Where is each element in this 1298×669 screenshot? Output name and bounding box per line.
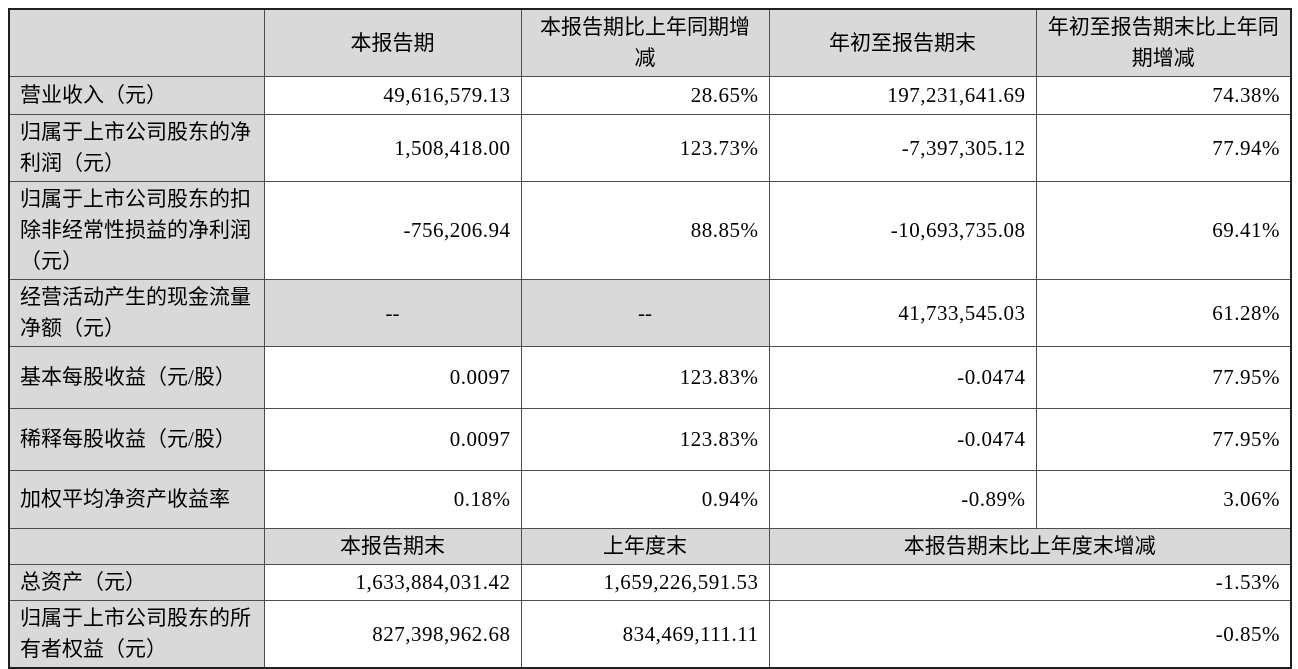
- cell-value: 827,398,962.68: [263, 600, 522, 669]
- cell-value: 77.94%: [1035, 114, 1292, 182]
- row-label: 营业收入（元）: [8, 76, 265, 115]
- row-label: 归属于上市公司股东的净利润（元）: [8, 114, 265, 182]
- table-row-weighted-avg-roe: 加权平均净资产收益率 0.18% 0.94% -0.89% 3.06%: [8, 470, 1292, 529]
- cell-value: 28.65%: [520, 76, 770, 115]
- cell-value: -7,397,305.12: [768, 114, 1037, 182]
- table-row-net-profit: 归属于上市公司股东的净利润（元） 1,508,418.00 123.73% -7…: [8, 114, 1292, 182]
- cell-value: 74.38%: [1035, 76, 1292, 115]
- cell-value: 77.95%: [1035, 408, 1292, 471]
- cell-value: -0.0474: [768, 346, 1037, 409]
- row-label: 稀释每股收益（元/股）: [8, 408, 265, 471]
- cell-value: 0.0097: [263, 346, 522, 409]
- header-ytd-yoy: 年初至报告期末比上年同期增减: [1035, 8, 1292, 77]
- cell-value: 123.73%: [520, 114, 770, 182]
- header-current-period-yoy: 本报告期比上年同期增减: [520, 8, 770, 77]
- cell-value: 0.18%: [263, 470, 522, 529]
- table-row-operating-revenue: 营业收入（元） 49,616,579.13 28.65% 197,231,641…: [8, 76, 1292, 115]
- cell-value: 197,231,641.69: [768, 76, 1037, 115]
- cell-value: -0.0474: [768, 408, 1037, 471]
- row-label: 归属于上市公司股东的扣除非经常性损益的净利润（元）: [8, 181, 265, 280]
- cell-value: 41,733,545.03: [768, 279, 1037, 347]
- cell-value: 0.0097: [263, 408, 522, 471]
- subheader-prior-year-end: 上年度末: [520, 528, 770, 565]
- cell-value: 1,508,418.00: [263, 114, 522, 182]
- table-header-row: 本报告期 本报告期比上年同期增减 年初至报告期末 年初至报告期末比上年同期增减: [8, 8, 1292, 77]
- table-row-net-profit-excl-nonrecurring: 归属于上市公司股东的扣除非经常性损益的净利润（元） -756,206.94 88…: [8, 181, 1292, 280]
- subheader-period-end: 本报告期末: [263, 528, 522, 565]
- row-label: 基本每股收益（元/股）: [8, 346, 265, 409]
- financial-summary-table: 本报告期 本报告期比上年同期增减 年初至报告期末 年初至报告期末比上年同期增减 …: [8, 8, 1292, 669]
- table-row-owners-equity: 归属于上市公司股东的所有者权益（元） 827,398,962.68 834,46…: [8, 600, 1292, 669]
- cell-value: -0.85%: [768, 600, 1292, 669]
- row-label: 归属于上市公司股东的所有者权益（元）: [8, 600, 265, 669]
- cell-value: 834,469,111.11: [520, 600, 770, 669]
- table-row-diluted-eps: 稀释每股收益（元/股） 0.0097 123.83% -0.0474 77.95…: [8, 408, 1292, 471]
- cell-value: 49,616,579.13: [263, 76, 522, 115]
- row-label: 加权平均净资产收益率: [8, 470, 265, 529]
- cell-value: -1.53%: [768, 564, 1292, 601]
- cell-value: 1,633,884,031.42: [263, 564, 522, 601]
- cell-value: 123.83%: [520, 346, 770, 409]
- cell-value: 61.28%: [1035, 279, 1292, 347]
- cell-value: 88.85%: [520, 181, 770, 280]
- cell-value: 77.95%: [1035, 346, 1292, 409]
- cell-value: -0.89%: [768, 470, 1037, 529]
- header-ytd: 年初至报告期末: [768, 8, 1037, 77]
- table-row-total-assets: 总资产（元） 1,633,884,031.42 1,659,226,591.53…: [8, 564, 1292, 601]
- cell-value: 1,659,226,591.53: [520, 564, 770, 601]
- cell-value: 0.94%: [520, 470, 770, 529]
- table-subheader-row: 本报告期末 上年度末 本报告期末比上年度末增减: [8, 528, 1292, 565]
- subheader-blank-cell: [8, 528, 265, 565]
- header-current-period: 本报告期: [263, 8, 522, 77]
- cell-value: -10,693,735.08: [768, 181, 1037, 280]
- row-label: 总资产（元）: [8, 564, 265, 601]
- table-row-operating-cash-flow: 经营活动产生的现金流量净额（元） -- -- 41,733,545.03 61.…: [8, 279, 1292, 347]
- cell-value: 123.83%: [520, 408, 770, 471]
- row-label: 经营活动产生的现金流量净额（元）: [8, 279, 265, 347]
- cell-value: --: [263, 279, 522, 347]
- subheader-change: 本报告期末比上年度末增减: [768, 528, 1292, 565]
- table-row-basic-eps: 基本每股收益（元/股） 0.0097 123.83% -0.0474 77.95…: [8, 346, 1292, 409]
- header-blank-cell: [8, 8, 265, 77]
- cell-value: 3.06%: [1035, 470, 1292, 529]
- cell-value: --: [520, 279, 770, 347]
- cell-value: -756,206.94: [263, 181, 522, 280]
- cell-value: 69.41%: [1035, 181, 1292, 280]
